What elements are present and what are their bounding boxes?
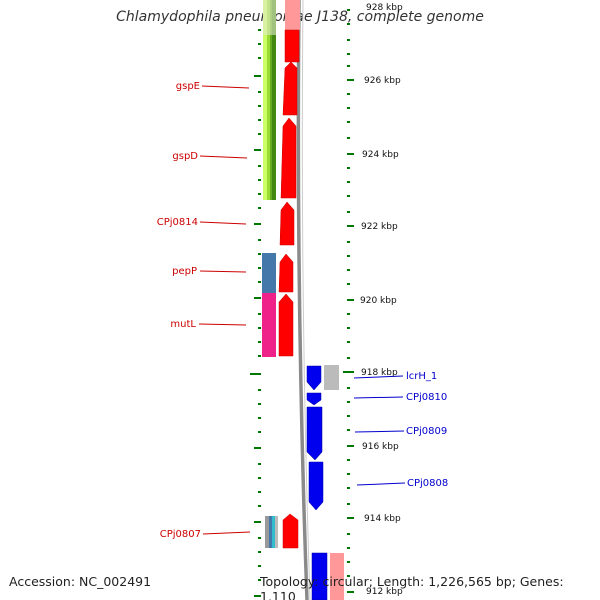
tick-label-922: 922 kbp xyxy=(361,222,398,232)
tick-label-924: 924 kbp xyxy=(362,150,399,160)
gene-label-cpj0810: CPj0810 xyxy=(406,392,447,403)
gene-label-cpj0807: CPj0807 xyxy=(160,529,201,540)
genome-backbone-arc xyxy=(296,0,309,600)
tick-label-920: 920 kbp xyxy=(360,296,397,306)
gene-label-mutl: mutL xyxy=(170,319,196,330)
gene-label-gspe: gspE xyxy=(176,81,200,92)
left-label-leaders xyxy=(198,85,251,535)
cog-strip-green xyxy=(263,0,276,200)
genome-backbone-inner xyxy=(301,0,311,600)
cog-strip-steelblue xyxy=(262,253,276,293)
right-label-leaders xyxy=(353,375,406,486)
reverse-cds-track xyxy=(306,365,339,600)
tick-label-912: 912 kbp xyxy=(366,587,403,597)
left-scale-ticks xyxy=(250,29,261,597)
forward-cds-track xyxy=(278,0,344,600)
gene-label-lcrh: lcrH_1 xyxy=(406,371,437,382)
gene-label-cpj0809: CPj0809 xyxy=(406,426,447,437)
gene-label-cpj0814: CPj0814 xyxy=(157,217,198,228)
tick-label-916: 916 kbp xyxy=(362,442,399,452)
scale-labels: 928 kbp 926 kbp 924 kbp 922 kbp 920 kbp … xyxy=(360,3,403,597)
left-gene-labels: gspE gspD CPj0814 pepP mutL CPj0807 xyxy=(157,81,201,540)
tick-label-928: 928 kbp xyxy=(366,3,403,13)
right-gene-labels: lcrH_1 CPj0810 CPj0809 CPj0808 xyxy=(406,371,448,489)
right-scale-ticks xyxy=(343,9,354,593)
cog-strip-mixed xyxy=(265,516,278,548)
tick-label-914: 914 kbp xyxy=(364,514,401,524)
cog-strip-magenta xyxy=(262,293,276,357)
gene-label-cpj0808: CPj0808 xyxy=(407,478,448,489)
tick-label-926: 926 kbp xyxy=(364,76,401,86)
topology-text: Topology: circular; Length: 1,226,565 bp… xyxy=(260,574,564,600)
tick-label-918: 918 kbp xyxy=(361,368,398,378)
gene-label-pepp: pepP xyxy=(172,266,197,277)
gene-label-gspd: gspD xyxy=(172,151,198,162)
accession-text: Accession: NC_002491 xyxy=(9,574,152,589)
